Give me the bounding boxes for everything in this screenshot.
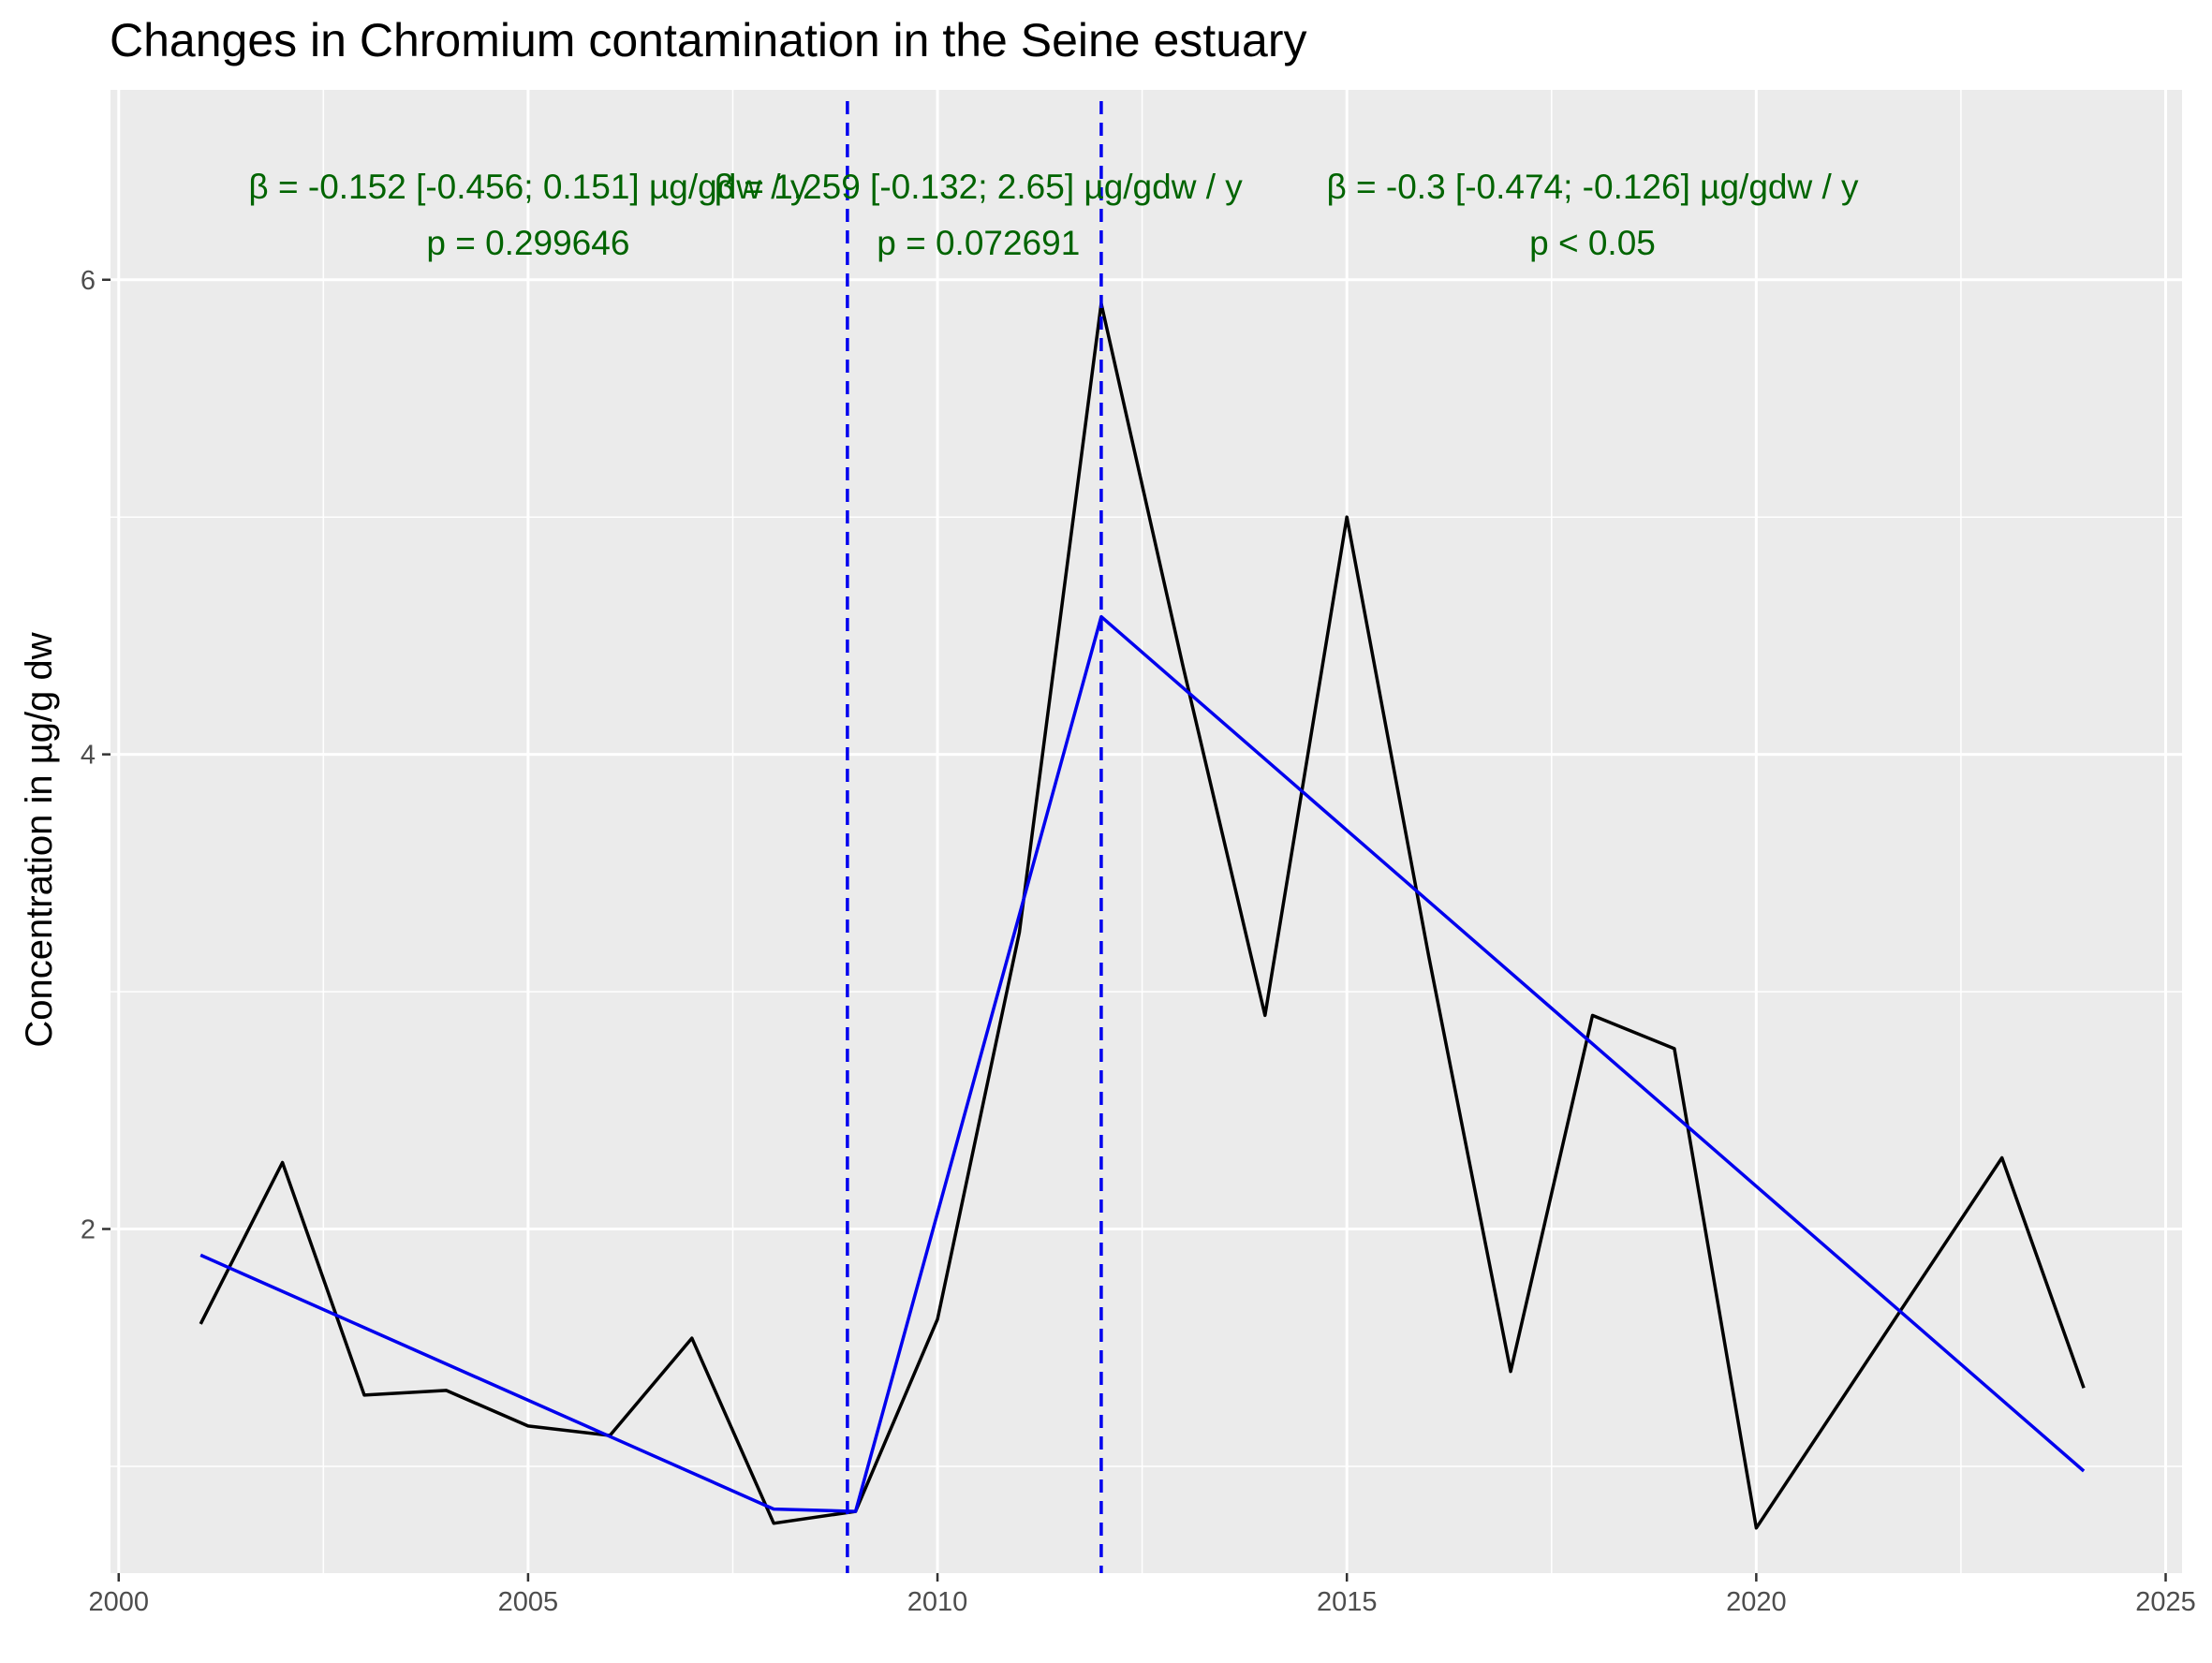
x-tick-label: 2025 (2135, 1587, 2196, 1617)
x-tick-label: 2005 (498, 1587, 559, 1617)
y-tick-label: 2 (81, 1215, 96, 1245)
observed-concentration-line (199, 302, 2086, 1530)
y-tick-label: 4 (81, 741, 96, 771)
slope-annotation: β = 1.259 [-0.132; 2.65] µg/gdw / y (715, 168, 1244, 206)
plot-area: 2000 2005 2010 2015 2020 2025 2 4 6 β = -0.152 [-… (81, 90, 2196, 1617)
y-tick-label: 6 (81, 266, 96, 296)
x-tick-label: 2010 (907, 1587, 968, 1617)
p-value-annotation: p = 0.072691 (877, 224, 1080, 262)
slope-annotation: β = -0.152 [-0.456; 0.151] µg/gdw / y (248, 168, 807, 206)
y-axis-title: Concentration in µg/g dw (19, 632, 60, 1047)
segmented-regression-line (199, 614, 2086, 1513)
chart-title: Changes in Chromium contamination in the… (110, 14, 1306, 66)
slope-annotation: β = -0.3 [-0.474; -0.126] µg/gdw / y (1326, 168, 1859, 206)
x-tick-label: 2020 (1726, 1587, 1787, 1617)
plot-panel (111, 90, 2182, 1573)
x-tick-label: 2015 (1317, 1587, 1378, 1617)
p-value-annotation: p < 0.05 (1529, 224, 1656, 262)
p-value-annotation: p = 0.299646 (426, 224, 629, 262)
x-tick-label: 2000 (88, 1587, 149, 1617)
